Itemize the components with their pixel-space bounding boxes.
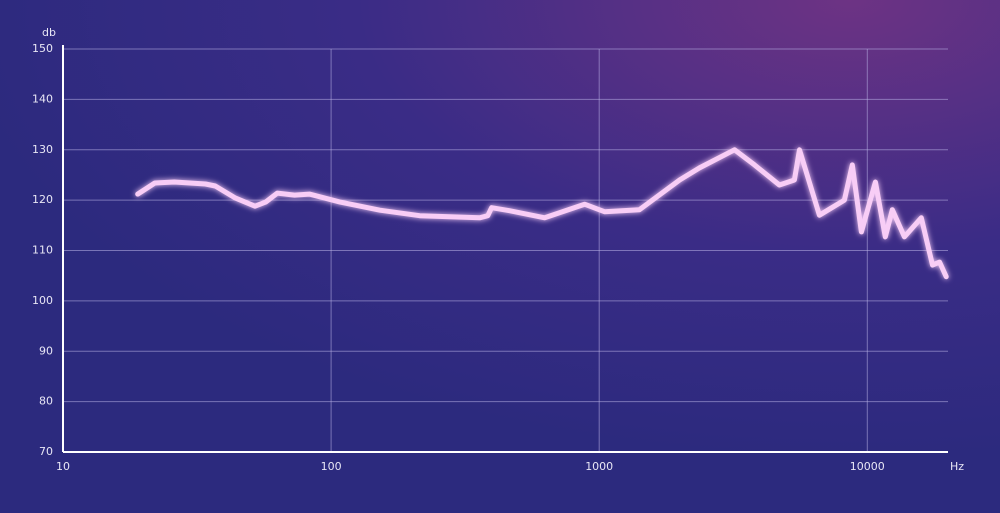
y-tick-label: 70	[39, 445, 53, 458]
x-axis-label: Hz	[950, 460, 964, 473]
x-tick-label: 1000	[585, 460, 613, 473]
x-tick-label: 100	[321, 460, 342, 473]
y-axis-label: db	[42, 26, 56, 39]
y-tick-label: 130	[32, 143, 53, 156]
x-tick-label: 10	[56, 460, 70, 473]
y-tick-label: 110	[32, 244, 53, 257]
y-tick-label: 140	[32, 92, 53, 105]
y-tick-label: 100	[32, 294, 53, 307]
y-tick-label: 90	[39, 344, 53, 357]
x-tick-label: 10000	[850, 460, 885, 473]
data-line	[135, 147, 949, 280]
y-tick-label: 150	[32, 42, 53, 55]
y-tick-label: 80	[39, 395, 53, 408]
y-tick-label: 120	[32, 193, 53, 206]
